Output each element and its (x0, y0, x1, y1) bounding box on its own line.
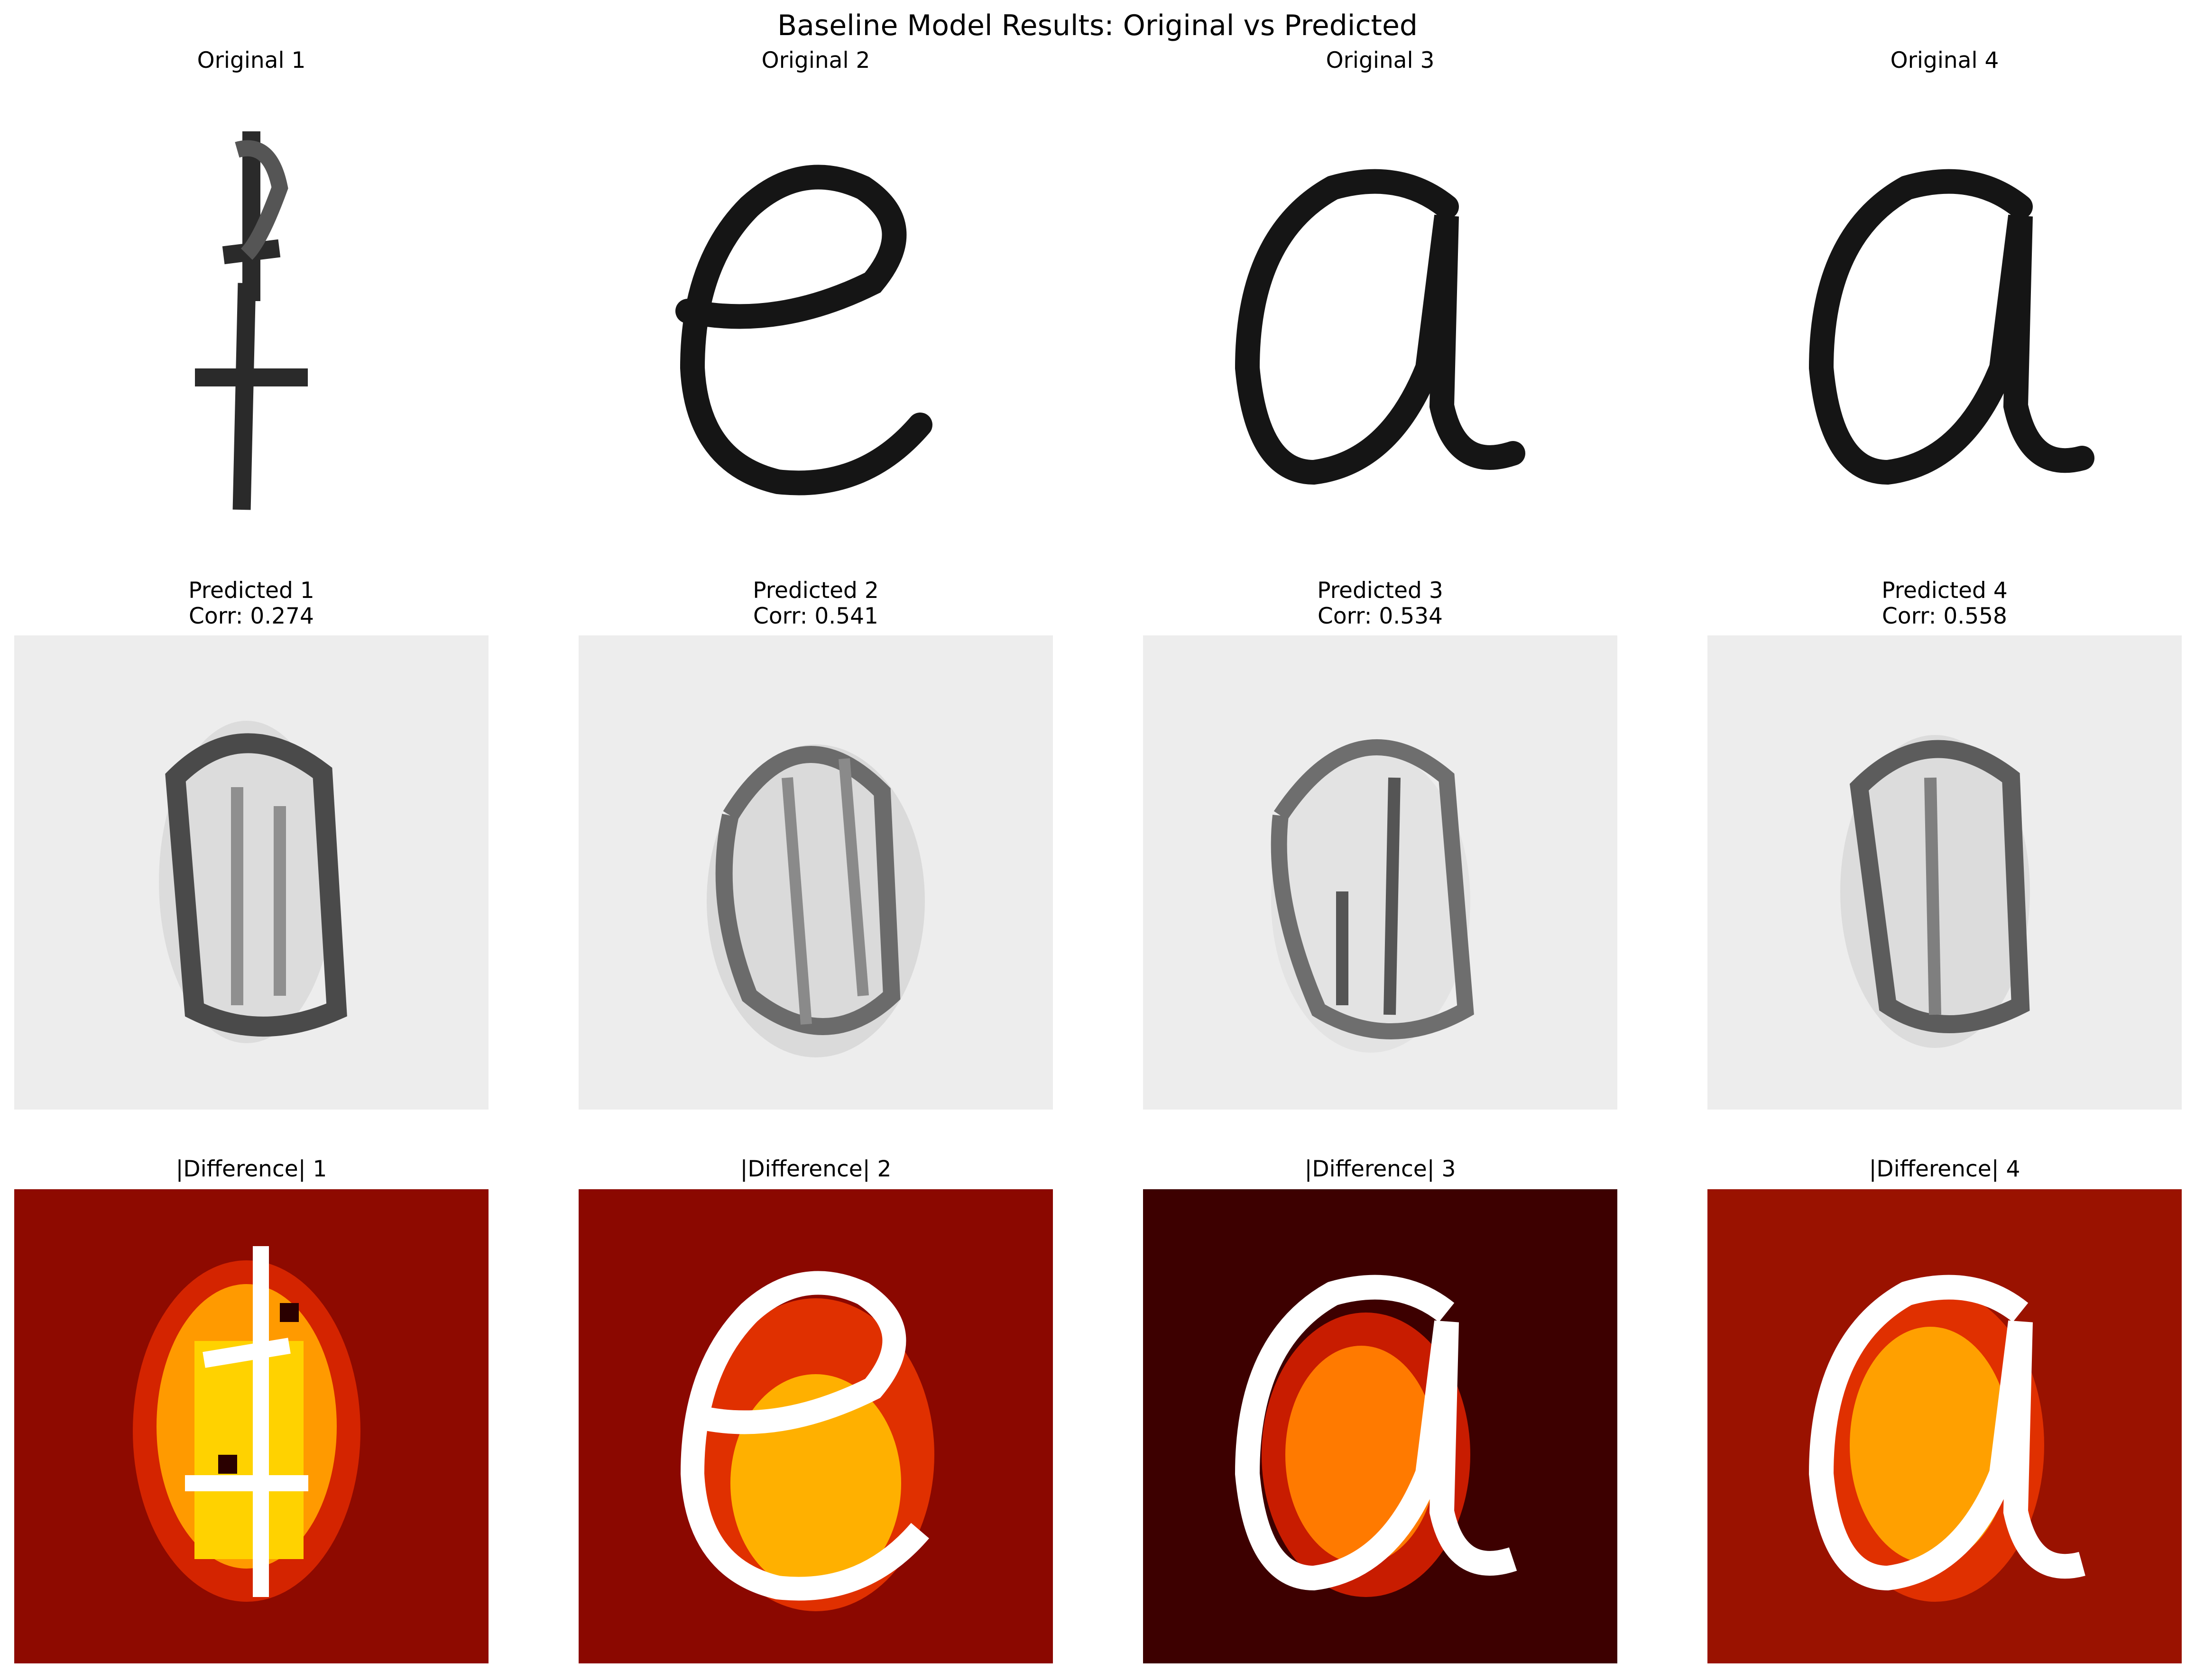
predicted-1-corr: Corr: 0.274 (189, 603, 314, 629)
original-2-image (579, 83, 1053, 558)
predicted-3-title: Predicted 3 (1317, 578, 1443, 604)
original-1-title: Original 1 (197, 47, 306, 73)
original-4-image (1707, 83, 2182, 558)
figure-title: Baseline Model Results: Original vs Pred… (777, 9, 1418, 42)
original-1-image (14, 83, 489, 558)
difference-1-title: |Difference| 1 (175, 1156, 327, 1182)
original-3-title: Original 3 (1326, 47, 1435, 73)
original-3-image (1143, 83, 1617, 558)
predicted-4-image (1707, 635, 2182, 1110)
difference-2-heatmap (579, 1189, 1053, 1663)
difference-1-heatmap (14, 1189, 489, 1663)
predicted-1-image (14, 635, 489, 1110)
predicted-4-corr: Corr: 0.558 (1882, 603, 2007, 629)
difference-2-title: |Difference| 2 (740, 1156, 892, 1182)
difference-4-heatmap (1707, 1189, 2182, 1663)
predicted-1-title: Predicted 1 (188, 578, 314, 604)
difference-3-title: |Difference| 3 (1304, 1156, 1456, 1182)
predicted-3-image (1143, 635, 1617, 1110)
predicted-2-corr: Corr: 0.541 (753, 603, 878, 629)
predicted-4-title: Predicted 4 (1881, 578, 2008, 604)
predicted-2-image (579, 635, 1053, 1110)
original-4-title: Original 4 (1890, 47, 1999, 73)
predicted-3-corr: Corr: 0.534 (1318, 603, 1443, 629)
difference-3-heatmap (1143, 1189, 1617, 1663)
original-2-title: Original 2 (761, 47, 870, 73)
predicted-2-title: Predicted 2 (753, 578, 879, 604)
difference-4-title: |Difference| 4 (1869, 1156, 2020, 1182)
